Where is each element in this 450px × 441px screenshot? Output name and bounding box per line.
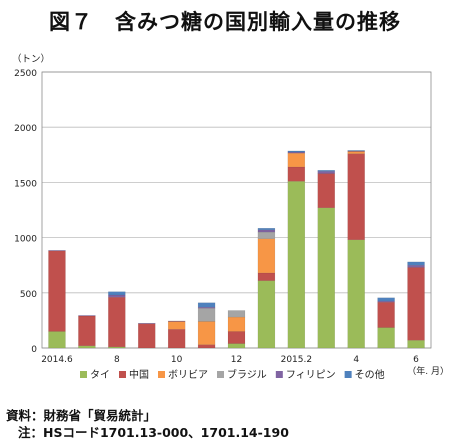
bar-segment <box>138 323 156 349</box>
bar-segment <box>167 329 186 349</box>
bar-segment <box>347 239 365 349</box>
bar-segment <box>197 321 216 345</box>
bar-segment <box>257 238 276 274</box>
bar-segment <box>347 150 365 152</box>
bar-segment <box>377 327 395 349</box>
legend-swatch <box>158 371 165 378</box>
bar-segment <box>287 181 306 349</box>
source-note: 資料：財務省「貿易統計」 <box>6 408 157 423</box>
stacked-bar-chart: 0 500 1000 1500 2000 2500 （トン） 2014.6 8 10 12 2015.… <box>12 53 449 381</box>
bar-segment <box>48 250 66 332</box>
bar-segment <box>257 280 276 349</box>
bar-segment <box>407 265 425 268</box>
legend-label: ブラジル <box>227 368 267 381</box>
x-tick-label: 4 <box>353 355 359 365</box>
bar-segment <box>317 173 335 208</box>
bar-segment <box>197 308 216 322</box>
x-tick-label: 12 <box>231 355 242 365</box>
legend-label: フィリピン <box>286 369 336 381</box>
plot-border <box>41 71 432 349</box>
legend-swatch <box>344 371 352 378</box>
bar-segment <box>227 316 246 332</box>
bar-segment <box>197 344 216 349</box>
y-unit-label: （トン） <box>12 53 50 65</box>
y-tick-label: 2500 <box>14 69 37 79</box>
bar-segment <box>377 297 395 302</box>
legend-label: 中国 <box>129 368 149 381</box>
x-tick-label: 2015.2 <box>281 355 313 365</box>
bar-segment <box>287 166 306 182</box>
bar-segment <box>78 315 96 346</box>
x-tick-label: 10 <box>171 355 183 365</box>
bar-segment <box>108 291 126 296</box>
bar-segment <box>108 294 126 298</box>
x-unit-label: （年. 月） <box>407 365 449 377</box>
legend-label: ボリビア <box>168 369 208 381</box>
bar-segment <box>407 340 425 349</box>
bar-segment <box>227 310 246 318</box>
legend-swatch <box>217 371 224 378</box>
bar-segment <box>78 345 96 349</box>
y-tick-label: 0 <box>31 345 37 355</box>
bar-segment <box>197 306 216 309</box>
chart-title: 図７ 含みつ糖の国別輸入量の推移 <box>49 10 401 34</box>
bar-segment <box>317 170 335 172</box>
bar-segment <box>257 228 276 231</box>
legend-swatch <box>80 371 87 378</box>
x-tick-label: 6 <box>413 355 419 365</box>
bar-segment <box>407 267 425 341</box>
bar-segment <box>227 343 246 349</box>
bar-segment <box>197 302 216 308</box>
bar-segment <box>48 250 66 252</box>
remark-note: 注：HSコード1701.13-000、1701.14-190 <box>18 425 289 440</box>
y-tick-label: 1000 <box>14 235 37 245</box>
legend-swatch <box>119 371 126 378</box>
bar-segment <box>347 153 365 241</box>
bar-segment <box>407 261 425 266</box>
bar-segment <box>287 150 306 153</box>
x-tick-label: 8 <box>114 355 120 365</box>
bar-segment <box>167 320 186 322</box>
bar-segment <box>48 331 66 349</box>
bar-segment <box>167 321 186 330</box>
y-tick-label: 2000 <box>14 124 37 134</box>
bar-segment <box>287 152 306 168</box>
y-tick-label: 1500 <box>14 179 37 189</box>
y-tick-label: 500 <box>20 290 37 300</box>
legend-label: その他 <box>355 368 385 381</box>
bar-segment <box>227 331 246 344</box>
bar-segment <box>347 151 365 154</box>
bar-segment <box>257 272 276 281</box>
legend-swatch <box>275 371 283 378</box>
bar-segment <box>108 297 126 348</box>
bar-segment <box>138 322 156 324</box>
bar-segment <box>257 229 276 233</box>
bar-segment <box>377 301 395 328</box>
bar-segment <box>78 315 96 317</box>
x-tick-label: 2014.6 <box>41 355 73 365</box>
bar-segment <box>317 171 335 174</box>
bar-segment <box>317 207 335 349</box>
legend-label: タイ <box>90 369 110 381</box>
bar-segment <box>257 231 276 239</box>
